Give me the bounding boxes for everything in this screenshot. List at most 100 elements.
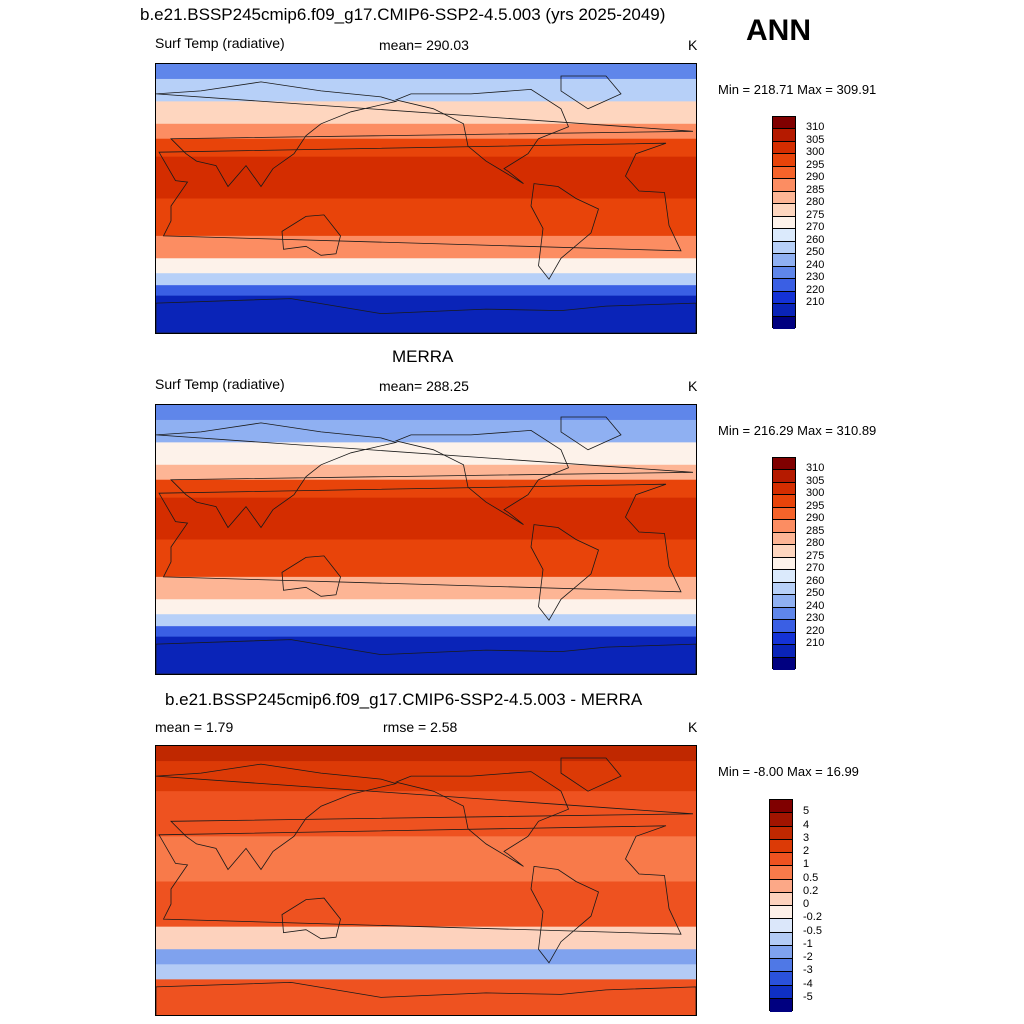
map-zone-band: [156, 273, 696, 287]
panel3-map-svg: [156, 746, 696, 1015]
colorbar-cell: [773, 141, 795, 155]
map-zone-band: [156, 78, 696, 103]
colorbar-cell: [770, 826, 792, 840]
panel2-title: MERRA: [392, 347, 454, 366]
colorbar-cell: [770, 998, 792, 1012]
colorbar-cell: [770, 800, 792, 814]
map-zone-band: [156, 405, 696, 421]
colorbar-tick-label: 5: [803, 805, 810, 818]
colorbar-tick-label: 4: [803, 818, 810, 831]
colorbar-cell: [770, 945, 792, 959]
coastline-antarctica: [156, 639, 696, 674]
colorbar-cell: [773, 254, 795, 267]
colorbar-tick-label: 290: [806, 171, 825, 184]
map-zone-band: [156, 123, 696, 140]
colorbar-tick-label: 2: [803, 845, 810, 857]
panel1-minmax: Min = 218.71 Max = 309.91: [718, 82, 877, 97]
map-zone-band: [156, 419, 696, 444]
colorbar-tick-label: 305: [806, 474, 825, 487]
colorbar-cell: [773, 179, 795, 192]
colorbar-cell: [773, 657, 795, 670]
colorbar-tick-label: 3: [803, 831, 810, 844]
colorbar-cell: [773, 241, 795, 255]
colorbar-tick-label: -1: [803, 937, 813, 950]
coastline-eurasia: [156, 81, 694, 188]
colorbar-tick-label: 305: [806, 133, 825, 146]
colorbar-tick-label: -4: [803, 977, 813, 990]
colorbar-cell: [770, 919, 792, 933]
coastline-greenland: [560, 75, 622, 110]
colorbar-cell: [773, 129, 795, 142]
colorbar-cell: [773, 645, 795, 658]
colorbar-cell: [773, 216, 795, 230]
coastline-africa: [158, 142, 682, 252]
colorbar-cell: [773, 304, 795, 317]
colorbar-tick-label: 220: [806, 624, 825, 637]
map-zone-band: [156, 791, 696, 838]
colorbar-tick-label: 310: [806, 462, 825, 475]
season-label: ANN: [746, 14, 811, 47]
panel1-variable-label: Surf Temp (radiative): [155, 35, 285, 51]
colorbar-cell: [773, 595, 795, 608]
colorbar-cell: [773, 520, 795, 533]
colorbar-tick-label: 270: [806, 221, 825, 234]
coastline-eurasia: [156, 422, 694, 529]
colorbar-tick-label: 290: [806, 512, 825, 525]
colorbar-cell: [773, 204, 795, 217]
coastline-north-america: [394, 429, 570, 525]
colorbar-cell: [773, 507, 795, 521]
coastline-australia: [281, 897, 341, 940]
colorbar-tick-label: 295: [806, 158, 825, 171]
map-zone-band: [156, 497, 696, 541]
colorbar-cell: [773, 458, 795, 471]
colorbar-cell: [773, 279, 795, 292]
colorbar-tick-label: 260: [806, 574, 825, 587]
map-zone-band: [156, 156, 696, 200]
map-zone-band: [156, 599, 696, 616]
colorbar-cell: [773, 470, 795, 483]
map-zone-band: [156, 881, 696, 928]
map-zone-band: [156, 964, 696, 981]
colorbar-cell: [770, 906, 792, 920]
colorbar-tick-label: 230: [806, 271, 825, 284]
panel2-map: [155, 404, 697, 675]
colorbar-cell: [770, 959, 792, 973]
colorbar-cell: [773, 117, 795, 130]
panel3-title: b.e21.BSSP245cmip6.f09_g17.CMIP6-SSP2-4.…: [165, 690, 643, 709]
colorbar-cell: [773, 266, 795, 280]
map-zone-band: [156, 626, 696, 638]
panel3-rmse-label: rmse = 2.58: [383, 719, 458, 735]
colorbar-tick-label: 0: [803, 898, 810, 910]
colorbar-tick-label: 285: [806, 524, 825, 537]
panel3-units: K: [688, 719, 698, 735]
map-zone-band: [156, 258, 696, 275]
map-zone-band: [156, 979, 696, 1015]
map-zone-band: [156, 295, 696, 333]
colorbar-tick-label: 250: [806, 246, 825, 259]
map-zone-band: [156, 761, 696, 793]
map-zone-band: [156, 746, 696, 763]
panel2-variable-label: Surf Temp (radiative): [155, 376, 285, 392]
colorbar-tick-label: 1: [803, 858, 810, 871]
colorbar-cell: [773, 557, 795, 571]
panel2-mean-label: mean= 288.25: [379, 378, 469, 394]
coastline-australia: [281, 555, 341, 597]
colorbar-cell: [773, 316, 795, 329]
colorbar-tick-label: 280: [806, 537, 825, 550]
colorbar-cell: [773, 570, 795, 583]
panel1-units: K: [688, 37, 698, 53]
coastline-south-america: [530, 183, 599, 280]
colorbar-tick-label: 280: [806, 196, 825, 209]
colorbar-tick-label: -5: [803, 990, 813, 1003]
map-zone-band: [156, 464, 696, 481]
colorbar-cell: [773, 166, 795, 180]
colorbar-cell: [770, 879, 792, 893]
panel1-map: [155, 63, 697, 334]
map-zone-band: [156, 479, 696, 499]
colorbar-cell: [773, 495, 795, 508]
map-zone-band: [156, 926, 696, 951]
coastline-africa: [158, 825, 682, 935]
colorbar-cell: [773, 632, 795, 646]
colorbar-cell: [770, 853, 792, 867]
colorbar-cell: [770, 972, 792, 986]
